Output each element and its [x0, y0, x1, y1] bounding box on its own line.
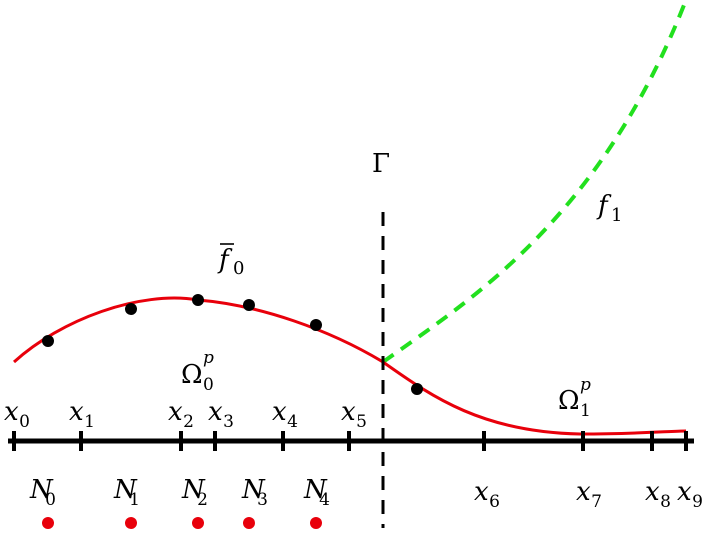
node-label: N3	[241, 475, 268, 510]
node-label: N1	[113, 475, 140, 510]
svg-text:N: N	[29, 475, 54, 505]
node-dot	[125, 517, 137, 529]
svg-text:9: 9	[692, 492, 703, 512]
grid-point-labels: x 0 x 1 x 2 x 3 x 4 x 5x 6 x 7 x 8 x 9	[4, 397, 703, 512]
domain-label-omega1: Ω p 1	[558, 375, 591, 421]
sample-point	[243, 299, 255, 311]
sample-point	[192, 294, 204, 306]
svg-text:3: 3	[223, 412, 234, 432]
svg-text:6: 6	[489, 492, 500, 512]
svg-text:1: 1	[580, 401, 591, 421]
svg-text:f: f	[596, 191, 612, 221]
svg-text:0: 0	[203, 375, 214, 395]
svg-text:Ω: Ω	[181, 360, 203, 390]
node-dot	[310, 517, 322, 529]
node-dot	[42, 517, 54, 529]
svg-text:0: 0	[19, 412, 30, 432]
svg-text:0: 0	[45, 490, 56, 510]
extension-curve-f1	[381, 0, 688, 364]
svg-text:x: x	[474, 477, 489, 507]
svg-text:x: x	[645, 477, 660, 507]
svg-text:5: 5	[356, 412, 367, 432]
sample-point	[125, 303, 137, 315]
node-dot	[192, 517, 204, 529]
svg-text:x: x	[69, 397, 84, 427]
node-label: N0	[29, 475, 56, 510]
node-labels: N0 N1 N2 N3 N4	[29, 475, 330, 510]
svg-text:N: N	[113, 475, 138, 505]
svg-text:p: p	[580, 375, 591, 395]
svg-text:N: N	[181, 475, 206, 505]
svg-text:Ω: Ω	[558, 386, 580, 416]
svg-text:x: x	[272, 397, 287, 427]
svg-text:1: 1	[129, 490, 140, 510]
svg-text:2: 2	[197, 490, 208, 510]
node-points	[42, 517, 322, 529]
svg-text:x: x	[168, 397, 183, 427]
svg-text:1: 1	[84, 412, 95, 432]
interface-label: Γ	[372, 149, 390, 179]
svg-text:7: 7	[591, 492, 602, 512]
svg-text:3: 3	[257, 490, 268, 510]
node-dot	[243, 517, 255, 529]
svg-text:8: 8	[660, 492, 671, 512]
domain-label-omega0: Ω p 0	[181, 348, 214, 395]
svg-text:x: x	[576, 477, 591, 507]
svg-text:N: N	[241, 475, 266, 505]
svg-text:x: x	[677, 477, 692, 507]
sample-point	[42, 335, 54, 347]
sample-point	[411, 383, 423, 395]
svg-text:x: x	[341, 397, 356, 427]
svg-text:0: 0	[233, 258, 244, 279]
svg-text:p: p	[203, 348, 214, 368]
sample-points	[42, 294, 423, 395]
function-label-f1: f 1	[596, 191, 622, 226]
svg-text:2: 2	[183, 412, 194, 432]
svg-text:x: x	[208, 397, 223, 427]
svg-text:4: 4	[319, 490, 330, 510]
axis-ticks	[12, 431, 688, 451]
svg-text:N: N	[303, 475, 328, 505]
function-label-f0: f 0	[217, 243, 244, 279]
svg-text:4: 4	[287, 412, 298, 432]
svg-text:x: x	[4, 397, 19, 427]
node-label: N2	[181, 475, 208, 510]
sample-point	[310, 319, 322, 331]
svg-text:1: 1	[611, 205, 622, 226]
node-label: N4	[303, 475, 330, 510]
svg-text:f: f	[217, 245, 233, 275]
